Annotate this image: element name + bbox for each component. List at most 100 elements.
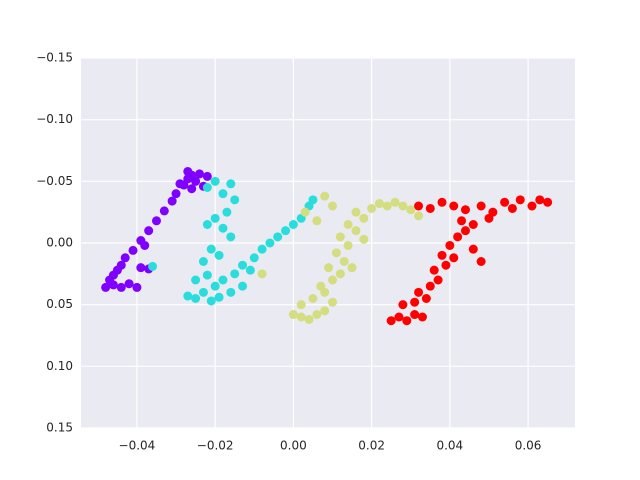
point [449, 201, 459, 211]
point [171, 189, 181, 199]
x-tick-label: −0.02 [197, 439, 234, 453]
point [238, 281, 248, 291]
point [296, 300, 306, 310]
point [429, 265, 439, 275]
point [183, 166, 193, 176]
point [175, 179, 185, 189]
point [214, 250, 224, 260]
point [206, 244, 216, 254]
point [394, 312, 404, 322]
point [116, 260, 126, 270]
point [414, 201, 424, 211]
point [202, 270, 212, 280]
point [476, 257, 486, 266]
point [151, 216, 161, 226]
point [124, 279, 134, 289]
point [484, 213, 494, 223]
y-tick-label: −0.10 [36, 112, 73, 126]
point [320, 306, 330, 316]
x-tick-label: 0.00 [280, 439, 307, 453]
x-tick-label: 0.04 [436, 439, 463, 453]
point [312, 310, 322, 320]
point [273, 232, 283, 242]
point [421, 294, 431, 303]
point [515, 195, 525, 205]
point [249, 253, 259, 263]
point [198, 287, 208, 297]
point [343, 220, 353, 229]
point [402, 316, 412, 326]
point [351, 207, 361, 217]
point [187, 184, 197, 194]
point [296, 312, 306, 322]
point [191, 176, 201, 186]
point [128, 245, 138, 255]
point [374, 199, 384, 209]
point [202, 171, 212, 181]
point [230, 195, 240, 205]
x-tick-label: −0.04 [119, 439, 156, 453]
point [210, 281, 220, 291]
point [281, 226, 291, 236]
point [218, 275, 228, 285]
point [476, 201, 486, 211]
point [230, 269, 240, 279]
point [386, 316, 396, 326]
point [417, 312, 427, 322]
y-tick-label: 0.15 [46, 421, 73, 435]
point [101, 282, 111, 292]
point [214, 292, 224, 302]
point [148, 261, 158, 271]
point [449, 253, 459, 263]
point [398, 201, 408, 211]
point [116, 282, 126, 292]
point [226, 179, 236, 189]
point [343, 240, 353, 250]
point [367, 203, 377, 213]
point [324, 263, 334, 273]
point [226, 287, 236, 297]
point [457, 216, 467, 226]
point [331, 248, 341, 258]
point [410, 310, 420, 320]
point [210, 176, 220, 186]
point [191, 294, 201, 303]
point [198, 257, 208, 266]
point [445, 240, 455, 250]
point [140, 240, 150, 250]
point [335, 232, 345, 242]
point [288, 310, 298, 320]
point [304, 314, 314, 324]
point [414, 211, 424, 221]
point [191, 275, 201, 285]
point [527, 201, 537, 211]
point [433, 275, 443, 285]
point [327, 297, 337, 307]
point [543, 197, 553, 207]
point [308, 195, 318, 205]
point [453, 232, 463, 242]
point [390, 197, 400, 207]
point [300, 207, 310, 217]
point [210, 213, 220, 223]
point [312, 216, 322, 226]
point [327, 201, 337, 211]
y-tick-label: −0.15 [36, 51, 73, 65]
y-tick-label: −0.05 [36, 174, 73, 188]
point [136, 263, 146, 273]
point [398, 300, 408, 310]
point [351, 226, 361, 236]
point [132, 282, 142, 292]
point [359, 234, 369, 244]
point [441, 260, 451, 270]
point [347, 263, 357, 273]
point [159, 206, 169, 216]
point [257, 269, 267, 279]
point [183, 291, 193, 301]
point [120, 253, 130, 263]
point [202, 183, 212, 192]
point [245, 265, 255, 275]
point [507, 203, 517, 213]
point [460, 205, 470, 215]
